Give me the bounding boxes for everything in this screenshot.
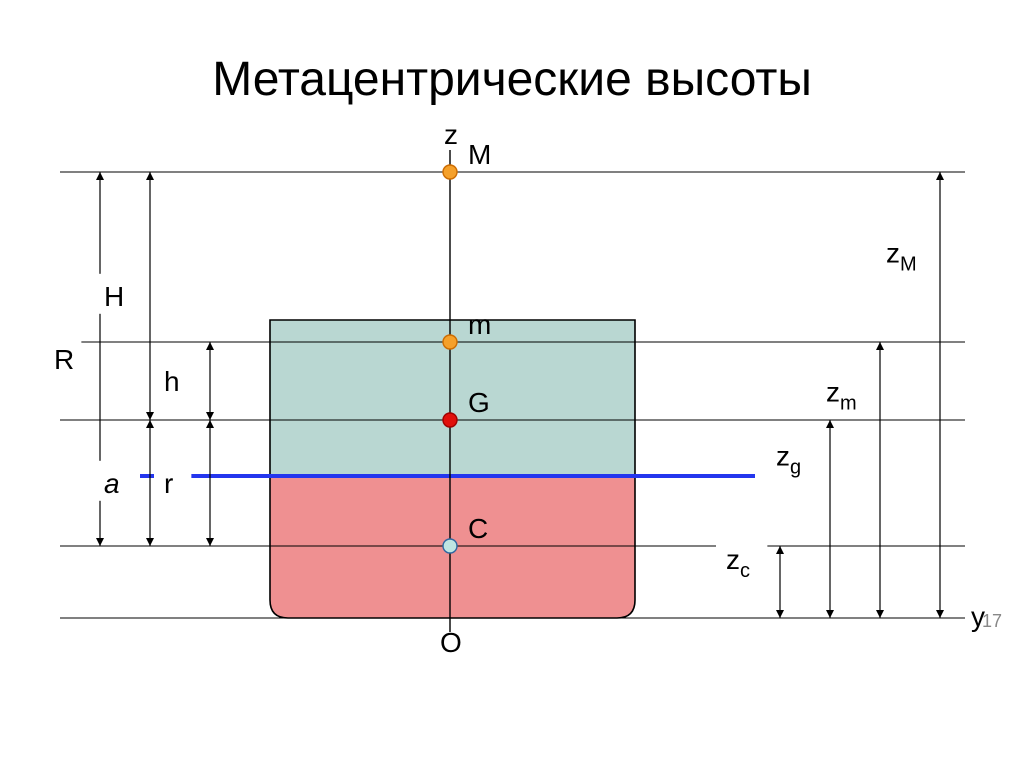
svg-text:y: y (971, 601, 985, 632)
svg-text:a: a (104, 468, 120, 499)
svg-text:R: R (54, 344, 74, 375)
svg-text:H: H (104, 281, 124, 312)
svg-text:C: C (468, 513, 488, 544)
svg-text:z: z (444, 119, 458, 150)
svg-text:G: G (468, 387, 490, 418)
svg-text:M: M (468, 139, 491, 170)
svg-text:O: O (440, 627, 462, 658)
svg-text:h: h (164, 366, 180, 397)
svg-text:r: r (164, 468, 173, 499)
svg-text:m: m (468, 309, 491, 340)
metacentric-diagram: zOyMmGCRHahrzczgzmzM (0, 0, 1024, 767)
